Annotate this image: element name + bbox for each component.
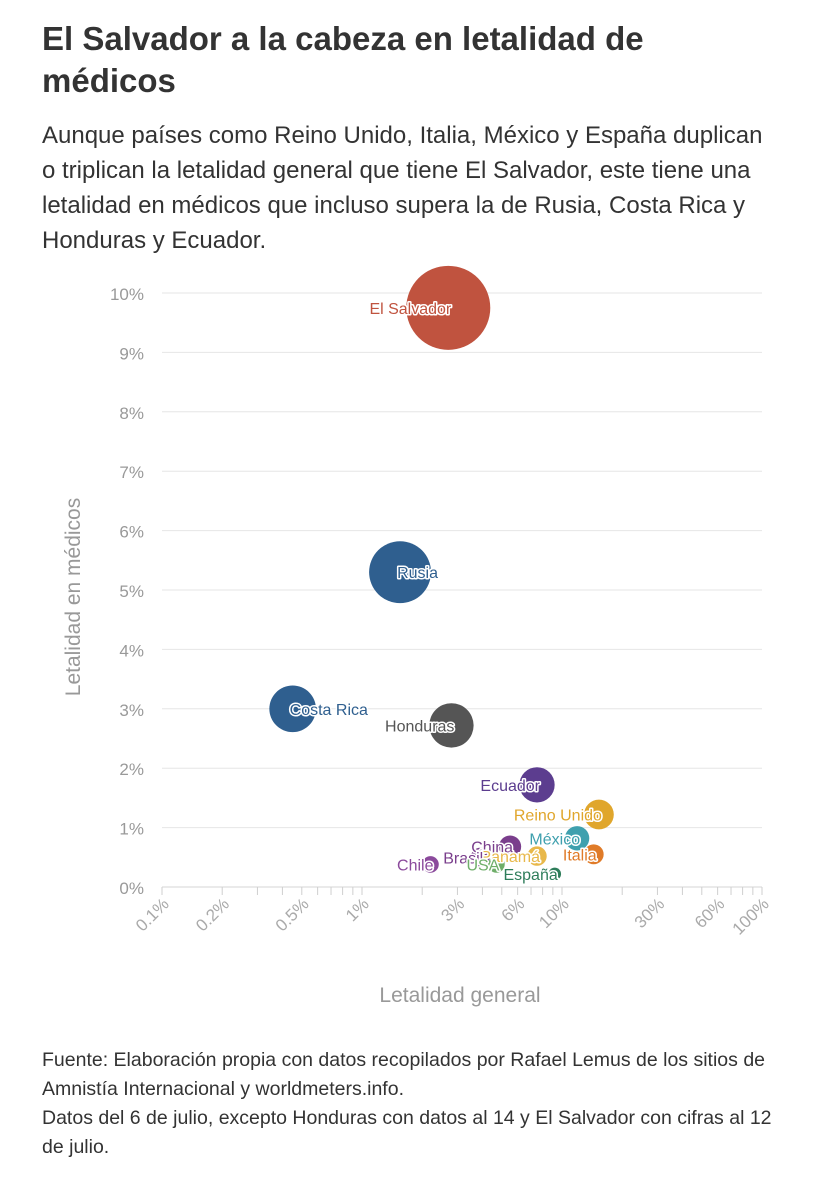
chart-title: El Salvador a la cabeza en letalidad de … [42, 20, 644, 99]
bubble-label: Chile [397, 857, 434, 874]
grid-lines [162, 292, 762, 888]
bubble-labels: El Salvador Rusia Costa Rica Honduras Ecuado… [288, 299, 603, 885]
source-line-1: Fuente: Elaboración propia con datos rec… [42, 1049, 766, 1100]
x-tick-label: 0.5% [272, 894, 313, 935]
y-tick-label: 5% [119, 582, 144, 601]
bubble-label: Ecuador [480, 778, 540, 795]
bubble-label: Panamá [480, 849, 540, 866]
bubble-label: Brasil [443, 850, 483, 867]
x-axis-label: Letalidad general [379, 984, 540, 1007]
y-tick-label: 2% [119, 760, 144, 779]
bubble [488, 856, 505, 873]
y-axis-ticks: 0% 1% 2% 3% 4% 5% 6% 7% 8% 9% 10% [110, 285, 144, 898]
bubble [498, 835, 522, 858]
bubble-label: Italia [563, 847, 597, 864]
bubble-label: España [503, 867, 557, 884]
y-tick-label: 9% [119, 344, 144, 363]
bubble-label: USA [467, 857, 500, 874]
y-axis-label: Letalidad en médicos [62, 498, 85, 696]
chart-subtitle: Aunque países como Reino Unido, Italia, … [42, 122, 763, 254]
bubble [429, 703, 474, 748]
bubble-label: Rusia [397, 565, 438, 582]
source-note: Fuente: Elaboración propia con datos rec… [42, 1046, 782, 1162]
bubble-label: Honduras [385, 718, 454, 735]
y-tick-label: 0% [119, 879, 144, 898]
bubble [269, 685, 316, 733]
y-tick-label: 7% [119, 463, 144, 482]
bubble-label: Reino Unido [514, 808, 602, 825]
x-tick-label: 10% [535, 894, 572, 931]
y-tick-label: 4% [119, 641, 144, 660]
x-axis-ticks: 0.1% 0.2% 0.5% 1% 3% 6% 10% 30% 60% 100% [132, 887, 773, 939]
x-tick-label: 0.2% [192, 894, 233, 935]
bubble [406, 265, 491, 350]
x-tick-label: 60% [691, 894, 728, 931]
source-line-2: Datos del 6 de julio, excepto Honduras c… [42, 1107, 772, 1158]
x-tick-label: 6% [498, 894, 529, 925]
bubble [470, 847, 490, 867]
x-tick-label: 30% [631, 894, 668, 931]
y-tick-label: 3% [119, 701, 144, 720]
scatter-chart: 0% 1% 2% 3% 4% 5% 6% 7% 8% 9% 10% 0.1% 0.2% 0.5% 1% 3%… [62, 265, 773, 1007]
x-tick-label: 0.1% [132, 894, 173, 935]
bubbles [269, 265, 614, 881]
bubble [422, 856, 439, 873]
bubble [369, 541, 432, 604]
bubble-label: China [471, 840, 513, 857]
bubble [584, 799, 614, 830]
bubble-label: El Salvador [369, 301, 451, 318]
bubble [564, 826, 590, 851]
bubble [519, 767, 555, 803]
y-tick-label: 1% [119, 820, 144, 839]
y-tick-label: 10% [110, 285, 144, 304]
y-tick-label: 6% [119, 523, 144, 542]
bubble [548, 867, 562, 881]
x-tick-label: 1% [342, 894, 373, 925]
x-tick-label: 100% [729, 894, 773, 938]
bubble [527, 846, 547, 866]
bubble [583, 844, 604, 865]
y-tick-label: 8% [119, 404, 144, 423]
bubble-label: Costa Rica [290, 702, 368, 719]
bubble-label: México [529, 831, 580, 848]
x-tick-label: 3% [437, 894, 468, 925]
